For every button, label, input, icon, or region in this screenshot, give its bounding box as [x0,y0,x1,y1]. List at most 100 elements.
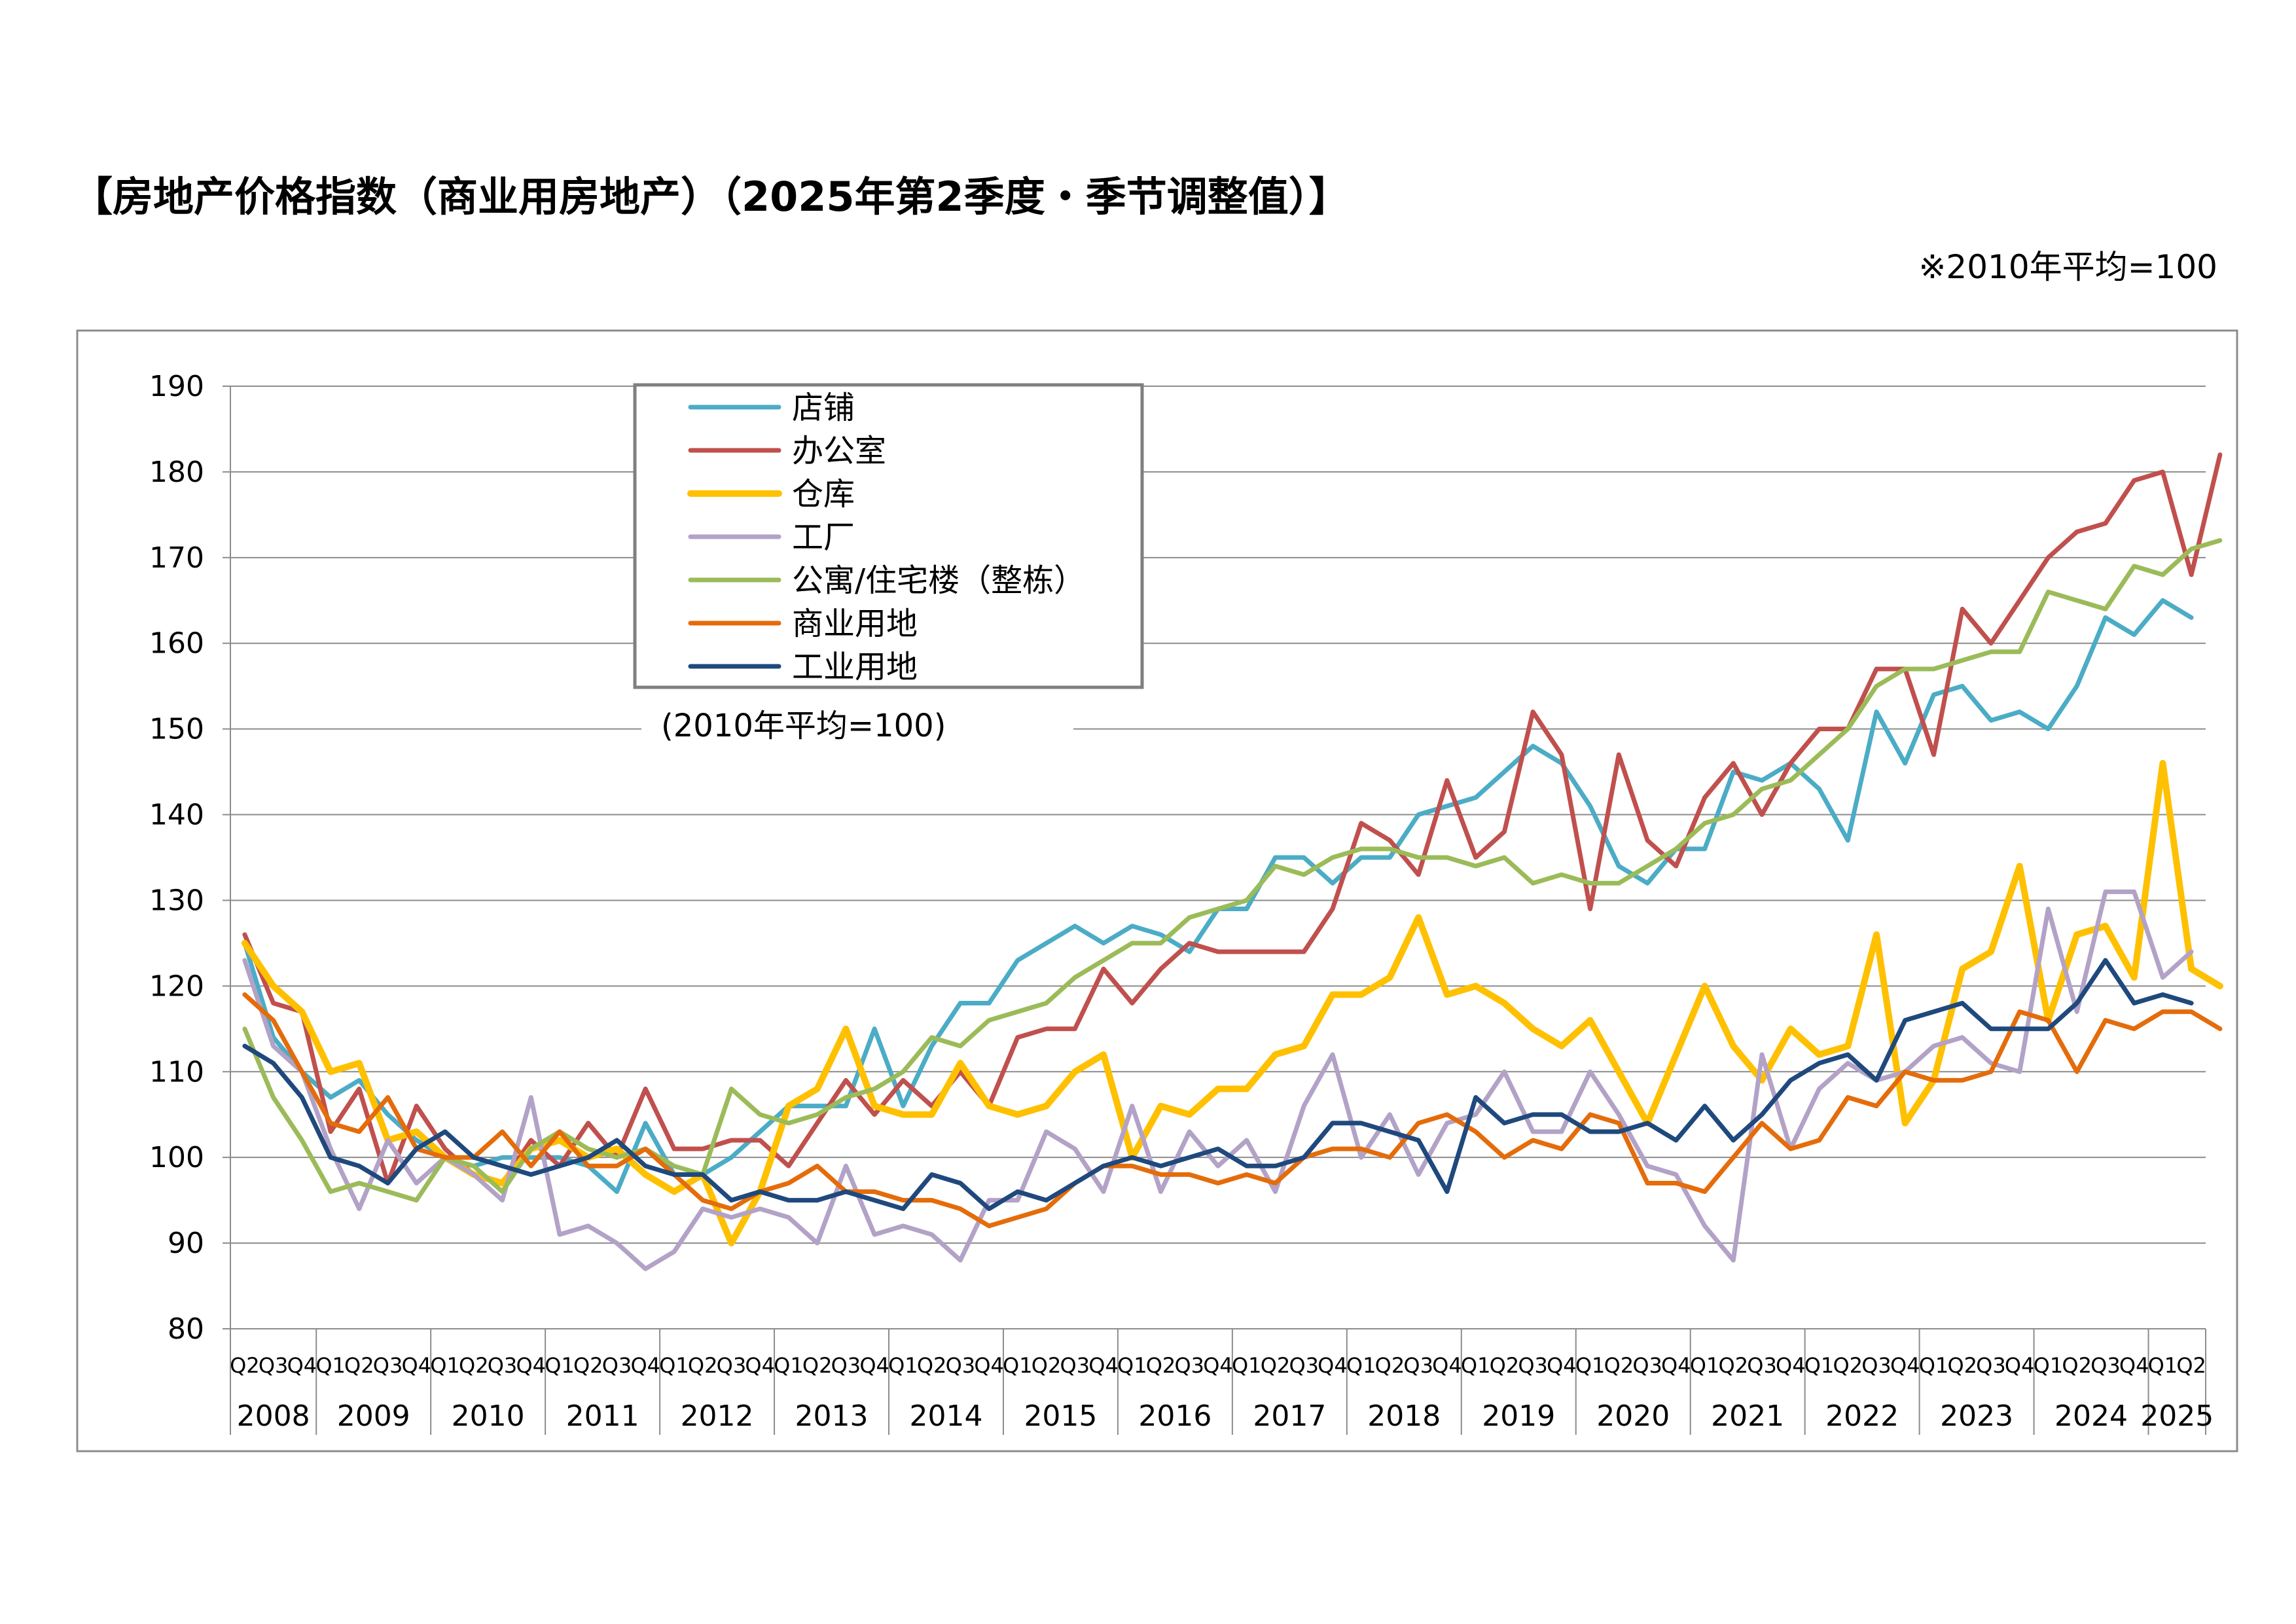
year-label: 2023 [1940,1399,2013,1433]
quarter-tick-label: Q3 [1174,1353,1204,1378]
quarter-tick-label: Q4 [402,1353,432,1378]
quarter-tick-label: Q4 [516,1353,546,1378]
quarter-tick-label: Q4 [1890,1353,1920,1378]
year-label: 2021 [1711,1399,1784,1433]
legend-label: 办公室 [792,433,886,469]
y-tick-label: 90 [168,1227,204,1260]
quarter-tick-label: Q2 [1833,1353,1863,1378]
base-note: ※2010年平均=100 [1918,248,2217,286]
quarter-tick-label: Q3 [1060,1353,1090,1378]
quarter-tick-label: Q1 [1003,1353,1033,1378]
quarter-tick-label: Q2 [459,1353,489,1378]
year-label: 2019 [1482,1399,1555,1433]
quarter-tick-label: Q1 [545,1353,575,1378]
y-tick-label: 120 [149,969,204,1003]
quarter-tick-label: Q3 [1632,1353,1662,1378]
year-label: 2016 [1138,1399,1211,1433]
annotation-background [641,707,1073,753]
quarter-tick-label: Q2 [1490,1353,1520,1378]
page-title: 【房地产价格指数（商业用房地产）（2025年第2季度・季节调整值）】 [72,173,1350,221]
quarter-tick-label: Q4 [1203,1353,1233,1378]
quarter-tick-label: Q1 [1804,1353,1835,1378]
quarter-tick-label: Q3 [717,1353,747,1378]
quarter-tick-label: Q2 [802,1353,833,1378]
quarter-tick-label: Q2 [573,1353,603,1378]
quarter-tick-label: Q3 [1976,1353,2006,1378]
year-label: 2017 [1253,1399,1326,1433]
quarter-tick-label: Q2 [1947,1353,1977,1378]
series-lines [241,452,2223,1271]
quarter-tick-label: Q4 [2119,1353,2149,1378]
quarter-tick-label: Q1 [888,1353,918,1378]
year-label: 2010 [452,1399,525,1433]
y-tick-label: 80 [168,1312,204,1346]
quarter-tick-label: Q3 [373,1353,403,1378]
quarter-tick-label: Q4 [1547,1353,1577,1378]
y-tick-label: 130 [149,884,204,917]
quarter-tick-label: Q1 [1575,1353,1605,1378]
chart-annotation: (2010年平均=100) [661,708,946,744]
quarter-tick-label: Q1 [774,1353,804,1378]
year-label: 2015 [1024,1399,1097,1433]
quarter-tick-label: Q3 [946,1353,976,1378]
series-line [242,452,2223,1185]
quarter-tick-label: Q2 [1719,1353,1749,1378]
quarter-tick-label: Q2 [1604,1353,1634,1378]
quarter-tick-label: Q2 [688,1353,718,1378]
quarter-tick-label: Q1 [1117,1353,1147,1378]
year-label: 2022 [1825,1399,1899,1433]
quarter-tick-label: Q4 [1661,1353,1691,1378]
series-line [242,992,2223,1229]
quarter-tick-label: Q4 [745,1353,775,1378]
quarter-tick-label: Q2 [917,1353,947,1378]
legend-label: 工业用地 [792,649,918,685]
quarter-tick-label: Q2 [1031,1353,1062,1378]
quarter-tick-label: Q1 [659,1353,689,1378]
quarter-tick-label: Q2 [1261,1353,1291,1378]
quarter-tick-label: Q1 [1919,1353,1949,1378]
year-label: 2018 [1367,1399,1441,1433]
gridlines [230,386,2206,1244]
quarter-tick-label: Q4 [1088,1353,1119,1378]
quarter-tick-label: Q3 [1518,1353,1548,1378]
quarter-tick-label: Q1 [2148,1353,2178,1378]
series-line [242,538,2223,1203]
y-tick-label: 140 [149,799,204,832]
quarter-tick-label: Q3 [1289,1353,1319,1378]
y-tick-label: 100 [149,1141,204,1174]
year-label: 2011 [566,1399,639,1433]
year-label: 2025 [2140,1399,2214,1433]
quarter-tick-label: Q4 [287,1353,317,1378]
chart-frame [76,329,2238,1453]
quarter-tick-label: Q3 [831,1353,861,1378]
legend-label: 仓库 [792,476,855,513]
quarter-tick-label: Q4 [2005,1353,2035,1378]
quarter-tick-label: Q1 [315,1353,346,1378]
y-tick-label: 110 [149,1055,204,1089]
quarter-tick-label: Q4 [1776,1353,1806,1378]
quarter-tick-label: Q1 [2034,1353,2064,1378]
quarter-tick-label: Q2 [2062,1353,2092,1378]
quarter-tick-label: Q4 [1432,1353,1462,1378]
quarter-tick-label: Q1 [1346,1353,1376,1378]
y-tick-label: 150 [149,713,204,746]
quarter-tick-label: Q3 [1861,1353,1892,1378]
y-tick-label: 190 [149,370,204,403]
legend-label: 工厂 [792,519,855,556]
year-label: 2009 [337,1399,410,1433]
y-tick-label: 170 [149,541,204,575]
year-label: 2020 [1596,1399,1670,1433]
quarter-tick-label: Q3 [602,1353,632,1378]
quarter-tick-label: Q1 [430,1353,460,1378]
quarter-tick-label: Q3 [259,1353,289,1378]
y-tick-label: 180 [149,456,204,489]
quarter-tick-label: Q2 [2176,1353,2206,1378]
year-label: 2014 [909,1399,982,1433]
legend-label: 公寓/住宅楼（整栋） [792,562,1085,599]
quarter-tick-label: Q3 [488,1353,518,1378]
quarter-tick-label: Q2 [230,1353,260,1378]
quarter-tick-label: Q4 [859,1353,889,1378]
quarter-tick-label: Q2 [1375,1353,1405,1378]
series-line [242,958,2194,1212]
